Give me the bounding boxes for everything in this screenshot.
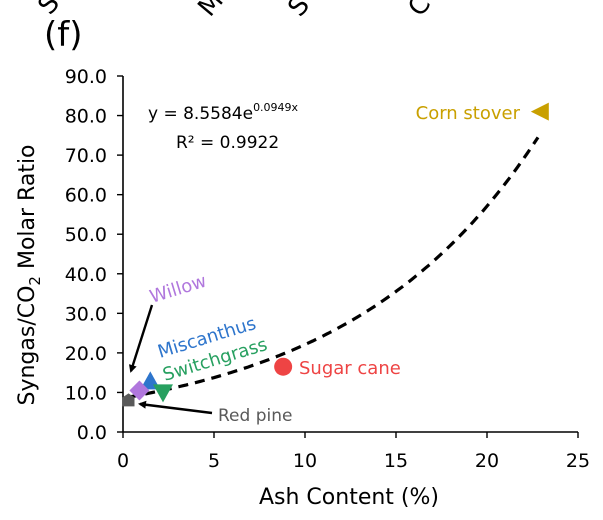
data-points	[122, 102, 549, 407]
x-tick-label: 15	[384, 450, 408, 472]
equation-text: y = 8.5584e0.0949x	[148, 101, 299, 124]
x-tick-labels: 0 5 10 15 20 25	[117, 450, 590, 472]
label-sugar-cane: Sugar cane	[299, 358, 401, 379]
y-tick-label: 50.0	[65, 224, 107, 246]
y-tick-label: 70.0	[65, 145, 107, 167]
x-tick-label: 25	[566, 450, 590, 472]
cut-off-label: S	[282, 0, 316, 22]
y-tick-labels: 0.0 10.0 20.0 30.0 40.0 50.0 60.0 70.0 80.0 90.0	[65, 66, 107, 444]
y-tick-label: 10.0	[65, 382, 107, 404]
marker-corn-stover	[530, 102, 549, 121]
label-willow: Willow	[147, 271, 209, 308]
marker-willow	[129, 380, 150, 401]
x-tick-label: 5	[208, 450, 220, 472]
x-tick-label: 0	[117, 450, 129, 472]
y-axis-label: Syngas/CO2 Molar Ratio	[15, 144, 44, 405]
y-tick-label: 20.0	[65, 343, 107, 365]
marker-switchgrass	[153, 384, 173, 403]
x-tick-label: 20	[475, 450, 499, 472]
label-red-pine: Red pine	[218, 406, 292, 426]
exponential-trendline	[128, 136, 540, 399]
y-tick-label: 40.0	[65, 264, 107, 286]
y-tick-label: 0.0	[77, 422, 107, 444]
y-tick-label: 80.0	[65, 106, 107, 128]
y-tick-label: 60.0	[65, 185, 107, 207]
r-squared-text: R² = 0.9922	[176, 133, 279, 153]
cut-off-label: C	[402, 0, 437, 22]
x-axis-label: Ash Content (%)	[259, 485, 439, 510]
red-pine-arrow	[138, 400, 213, 415]
y-tick-label: 90.0	[65, 66, 107, 88]
annotation-arrows	[129, 304, 213, 415]
y-tick-label: 30.0	[65, 303, 107, 325]
marker-sugar-cane	[274, 357, 293, 376]
panel-label: (f)	[44, 15, 83, 55]
cut-off-label: M	[192, 0, 229, 22]
marker-red-pine	[122, 393, 135, 407]
willow-arrow	[129, 304, 154, 373]
x-tick-label: 10	[293, 450, 317, 472]
axes	[117, 75, 579, 438]
label-corn-stover: Corn stover	[416, 103, 521, 124]
